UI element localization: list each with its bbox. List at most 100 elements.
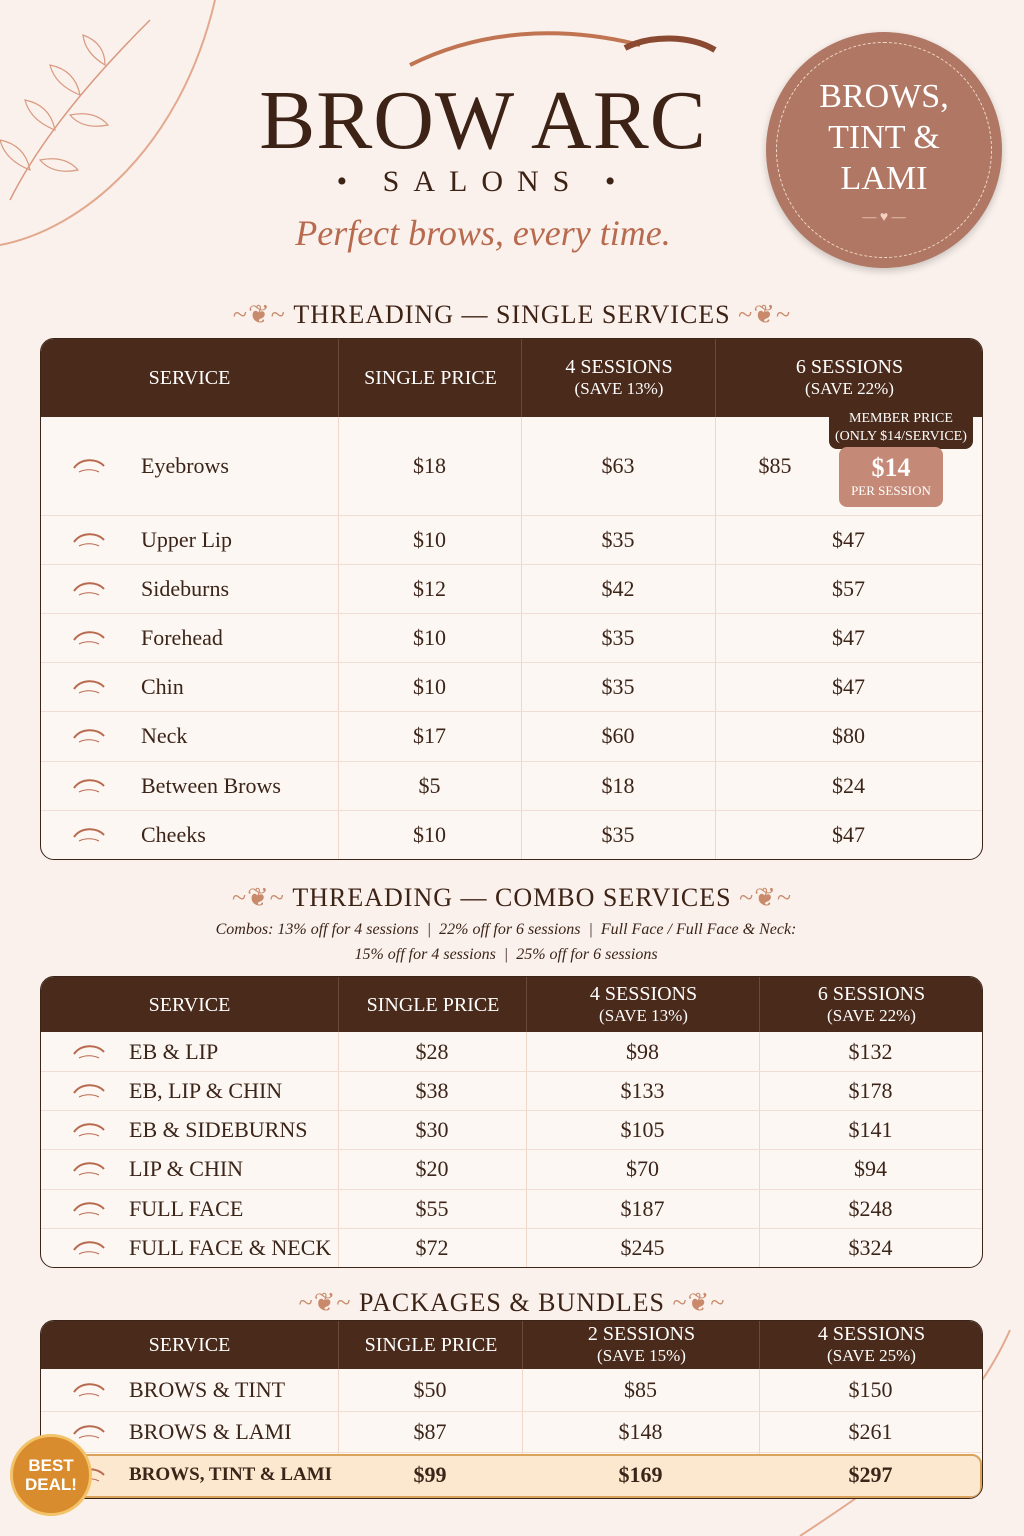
service-icon — [73, 1162, 105, 1176]
column-header: SINGLE PRICE — [338, 977, 527, 1032]
price: $297 — [848, 1462, 893, 1487]
service-icon — [73, 729, 105, 743]
service-name: Between Brows — [141, 772, 281, 798]
service-name: Sideburns — [141, 575, 229, 601]
brand-sub-text: SALONS — [382, 165, 584, 198]
tagline: Perfect brows, every time. — [295, 213, 671, 253]
section-title: ~❦~ THREADING — SINGLE SERVICES ~❦~ — [232, 300, 792, 329]
column-header-line: 6 SESSIONS — [817, 982, 926, 1005]
section-title-text: THREADING — COMBO SERVICES — [292, 883, 732, 912]
row-divider — [41, 810, 982, 811]
row-divider — [41, 1110, 982, 1111]
price: $35 — [601, 821, 635, 847]
service-name: EB & SIDEBURNS — [129, 1116, 308, 1142]
service-name: Neck — [141, 723, 188, 748]
price: $94 — [854, 1156, 887, 1181]
row-divider — [41, 662, 982, 663]
service-name: BROWS & LAMI — [129, 1418, 292, 1444]
section-title-text: THREADING — SINGLE SERVICES — [293, 300, 731, 329]
price: $187 — [620, 1195, 665, 1221]
service-icon — [73, 1201, 105, 1215]
section-title: ~❦~ THREADING — COMBO SERVICES ~❦~ — [231, 883, 793, 912]
row-divider — [41, 1228, 982, 1229]
column-header-line: SERVICE — [148, 993, 231, 1016]
badge-line: LAMI — [840, 160, 928, 197]
price-table: SERVICE SINGLE PRICE 2 SESSIONS (SAVE 15%) 4… — [40, 1320, 983, 1499]
price: $57 — [832, 575, 865, 601]
price: $55 — [415, 1195, 449, 1221]
price: $63 — [601, 453, 635, 478]
column-header: SINGLE PRICE — [338, 339, 522, 417]
section-note: 15% off for 4 sessions | 25% off for 6 s… — [354, 946, 658, 963]
column-header-line: (SAVE 13%) — [599, 1005, 688, 1025]
price: $169 — [618, 1462, 663, 1487]
column-header: 4 SESSIONS (SAVE 13%) — [521, 339, 716, 417]
column-divider — [759, 1369, 760, 1498]
column-header: SINGLE PRICE — [338, 1321, 523, 1369]
price: $87 — [413, 1418, 447, 1444]
section-title-text: PACKAGES & BUNDLES — [359, 1288, 665, 1317]
column-header-line: 6 SESSIONS — [795, 356, 904, 378]
member-note-line: MEMBER PRICE — [849, 411, 953, 426]
service-icon — [73, 1240, 105, 1254]
price: $10 — [413, 624, 446, 650]
row-divider — [41, 564, 982, 565]
row-divider — [41, 1071, 982, 1072]
member-note-line: (ONLY $14/SERVICE) — [835, 429, 967, 444]
column-header-line: (SAVE 15%) — [597, 1346, 686, 1365]
price: $248 — [848, 1195, 893, 1221]
brand-sub: • SALONS • — [336, 165, 630, 198]
price: $28 — [415, 1038, 449, 1064]
service-icon — [73, 532, 105, 546]
price: $178 — [848, 1077, 893, 1103]
service-icon — [73, 827, 105, 841]
price: $47 — [832, 624, 865, 650]
column-divider — [521, 417, 522, 859]
member-unit: PER SESSION — [851, 483, 931, 498]
service-icon — [73, 1083, 105, 1097]
row-divider — [41, 613, 982, 614]
service-icon — [73, 459, 105, 473]
column-header: SERVICE — [41, 339, 338, 417]
table-header: SERVICE SINGLE PRICE 4 SESSIONS (SAVE 13%) 6… — [41, 977, 982, 1032]
column-header: 2 SESSIONS (SAVE 15%) — [522, 1321, 760, 1369]
price: $38 — [415, 1077, 449, 1103]
column-header-line: 2 SESSIONS — [587, 1323, 696, 1345]
price: $35 — [601, 673, 635, 699]
price: $24 — [832, 772, 865, 798]
price: $132 — [848, 1038, 893, 1064]
column-divider — [338, 417, 339, 859]
row-divider — [41, 1411, 982, 1412]
member-note: MEMBER PRICE (ONLY $14/SERVICE) — [829, 407, 973, 449]
column-header-line: (SAVE 22%) — [827, 1005, 916, 1025]
price: $47 — [832, 526, 865, 552]
service-name: LIP & CHIN — [129, 1156, 244, 1181]
service-name: Forehead — [141, 624, 223, 650]
service-icon — [73, 1122, 105, 1136]
badge-line: BROWS, — [819, 78, 949, 115]
service-name: BROWS, TINT & LAMI — [129, 1464, 333, 1485]
section-note: Combos: 13% off for 4 sessions | 22% off… — [215, 921, 797, 938]
service-name: BROWS & TINT — [129, 1377, 286, 1402]
price: $72 — [415, 1234, 449, 1260]
best-deal-badge: BEST DEAL! — [10, 1434, 92, 1516]
badge-text: BROWS, TINT & LAMI — [766, 76, 1002, 199]
column-divider — [338, 1369, 339, 1498]
price: $85 — [624, 1377, 657, 1402]
price: $47 — [832, 821, 865, 847]
row-divider — [41, 1149, 982, 1150]
service-name: EB, LIP & CHIN — [129, 1077, 283, 1103]
price: $141 — [848, 1116, 893, 1142]
member-price-box: $14 PER SESSION — [839, 447, 943, 507]
service-icon — [73, 778, 105, 792]
row-divider — [41, 761, 982, 762]
service-icon — [73, 630, 105, 644]
column-header-line: 4 SESSIONS — [589, 982, 698, 1005]
service-icon — [73, 679, 105, 693]
price: $105 — [620, 1116, 665, 1142]
column-header-line: SINGLE PRICE — [366, 993, 500, 1016]
price: $80 — [832, 723, 865, 748]
column-header-line: SERVICE — [148, 367, 231, 389]
column-header-line: (SAVE 13%) — [574, 379, 664, 398]
price: $99 — [413, 1462, 447, 1487]
